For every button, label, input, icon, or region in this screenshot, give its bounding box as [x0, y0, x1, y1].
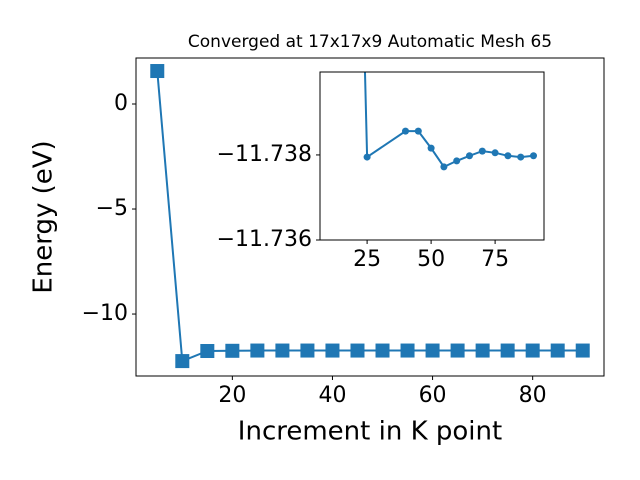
marker — [175, 354, 190, 369]
x-tick-label: 50 — [417, 247, 445, 272]
axes-frame — [319, 71, 545, 241]
x-axis-label: Increment in K point — [238, 417, 502, 447]
x-tick-label: 75 — [481, 247, 509, 272]
marker — [150, 64, 165, 79]
y-tick-label: −10 — [82, 301, 128, 326]
marker — [453, 157, 461, 165]
marker — [325, 343, 340, 358]
marker — [425, 343, 440, 358]
y-axis-label: Energy (eV) — [29, 140, 59, 293]
y-tick-label: −11.738 — [217, 142, 312, 167]
marker — [550, 343, 565, 358]
marker — [517, 153, 525, 161]
marker — [504, 152, 512, 160]
marker — [250, 343, 265, 358]
x-tick-label: 20 — [218, 383, 246, 408]
x-tick-label: 40 — [318, 383, 346, 408]
plot-clip — [150, 64, 590, 369]
marker — [363, 153, 371, 161]
marker — [200, 344, 215, 359]
marker — [491, 149, 499, 157]
y-tick-label: 0 — [114, 91, 128, 116]
marker — [300, 343, 315, 358]
marker — [402, 127, 410, 135]
x-tick-label: 60 — [419, 383, 447, 408]
marker — [450, 343, 465, 358]
marker — [500, 343, 515, 358]
x-tick-label: 80 — [519, 383, 547, 408]
marker — [525, 343, 540, 358]
marker — [440, 163, 448, 171]
x-tick-label: 25 — [353, 247, 381, 272]
plot-clip — [363, 72, 538, 171]
marker — [478, 147, 486, 155]
axes-frame — [135, 57, 605, 377]
y-tick-label: −5 — [96, 196, 128, 221]
marker — [466, 152, 474, 160]
marker — [530, 152, 538, 160]
marker — [427, 144, 435, 152]
marker — [275, 343, 290, 358]
marker — [225, 343, 240, 358]
marker — [350, 343, 365, 358]
chart-title: Converged at 17x17x9 Automatic Mesh 65 — [188, 32, 552, 52]
marker — [400, 343, 415, 358]
marker — [575, 343, 590, 358]
marker — [475, 343, 490, 358]
marker — [375, 343, 390, 358]
marker — [414, 127, 422, 135]
y-tick-label: −11.736 — [217, 227, 312, 252]
